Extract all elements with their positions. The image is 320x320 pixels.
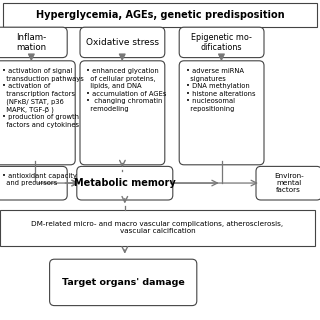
FancyBboxPatch shape — [50, 259, 197, 306]
FancyBboxPatch shape — [0, 166, 67, 200]
FancyBboxPatch shape — [77, 166, 173, 200]
Text: • adverse miRNA
  signatures
• DNA methylation
• histone alterations
• nucleosom: • adverse miRNA signatures • DNA methyla… — [186, 68, 255, 112]
FancyBboxPatch shape — [3, 3, 317, 27]
Text: Epigenetic mo-
difications: Epigenetic mo- difications — [191, 33, 252, 52]
Text: Oxidative stress: Oxidative stress — [86, 38, 159, 47]
Text: Hyperglycemia, AGEs, genetic predisposition: Hyperglycemia, AGEs, genetic predisposit… — [36, 10, 284, 20]
Text: Environ-
mental
factors: Environ- mental factors — [274, 173, 303, 193]
FancyBboxPatch shape — [0, 210, 315, 246]
Text: Metabolic memory: Metabolic memory — [74, 178, 176, 188]
FancyBboxPatch shape — [179, 61, 264, 165]
FancyBboxPatch shape — [80, 27, 165, 58]
Text: • antioxidant capacity
  and precursors: • antioxidant capacity and precursors — [2, 173, 76, 187]
FancyBboxPatch shape — [256, 166, 320, 200]
Text: Target organs' damage: Target organs' damage — [62, 278, 185, 287]
FancyBboxPatch shape — [179, 27, 264, 58]
Text: • activation of signal
  transduction pathways
• activation of
  transcription f: • activation of signal transduction path… — [2, 68, 83, 128]
Text: Inflam-
mation: Inflam- mation — [16, 33, 46, 52]
Text: • enhanced glycation
  of cellular proteins,
  lipids, and DNA
• accumulation of: • enhanced glycation of cellular protein… — [86, 68, 167, 112]
FancyBboxPatch shape — [0, 27, 67, 58]
FancyBboxPatch shape — [80, 61, 165, 165]
FancyBboxPatch shape — [0, 61, 75, 165]
Text: DM-related micro- and macro vascular complications, atherosclerosis,
vascular ca: DM-related micro- and macro vascular com… — [31, 221, 284, 234]
